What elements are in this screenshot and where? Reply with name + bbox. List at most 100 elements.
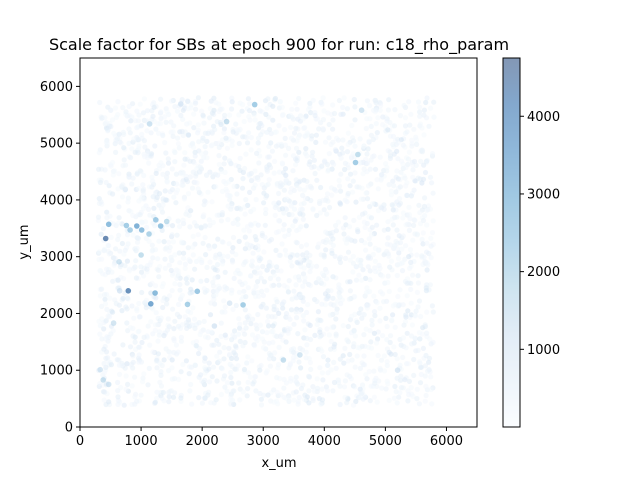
background-point [348,313,355,319]
background-point [301,396,307,403]
background-point [102,369,108,376]
background-point [212,171,218,177]
background-point [160,389,166,396]
background-point [124,232,131,238]
background-point [184,280,190,286]
background-point [386,397,392,403]
background-point [167,349,173,355]
background-point [141,371,147,377]
background-point [258,396,264,402]
background-point [365,183,372,189]
background-point [231,350,237,356]
background-point [415,347,421,353]
background-point [99,256,105,262]
background-point [113,114,119,120]
background-point [304,178,310,184]
background-point [302,279,308,285]
background-point [255,290,261,296]
background-point [311,157,317,163]
background-point [230,306,236,312]
background-point [216,101,222,107]
background-point [416,298,423,304]
background-point [421,107,427,113]
scatter-point [352,159,359,166]
background-point [347,288,353,294]
background-point [417,113,423,119]
background-point [154,194,160,200]
background-point [406,392,412,398]
background-point [181,162,187,168]
background-point [368,157,374,163]
background-point [142,144,148,150]
background-point [304,309,310,316]
background-point [156,274,162,280]
background-point [419,147,425,153]
background-point [390,312,396,318]
background-point [409,322,415,328]
background-point [304,153,310,159]
background-point [170,306,176,312]
background-point [363,372,369,378]
background-point [149,174,155,180]
background-point [129,303,135,309]
background-point [252,175,258,181]
background-point [302,392,308,398]
background-point [377,365,383,372]
x-tick-label: 3000 [247,434,280,449]
x-tick-label: 1000 [125,434,158,449]
background-point [236,112,242,118]
background-point [430,218,436,224]
background-point [367,166,373,172]
background-point [340,353,346,359]
background-point [365,146,371,152]
background-point [385,107,391,113]
background-point [179,292,185,298]
background-point [401,102,407,109]
background-point [261,279,267,285]
background-point [131,315,137,321]
background-point [394,356,400,362]
background-point [159,227,165,233]
background-point [173,200,179,206]
background-point [374,177,380,183]
background-point [376,262,382,268]
background-point [143,224,150,230]
background-point [115,186,121,192]
background-point [323,384,329,390]
background-point [371,394,377,400]
background-point [215,261,221,268]
background-point [288,135,295,141]
background-point [417,104,423,110]
background-point [275,276,281,282]
background-point [242,320,248,326]
background-point [418,371,424,378]
background-point [216,161,222,168]
background-point [222,384,228,390]
background-point [400,142,406,148]
background-point [289,186,295,192]
background-point [282,135,288,141]
background-point [337,200,343,206]
background-point [199,259,205,266]
background-point [153,170,159,176]
background-point [130,212,136,219]
background-point [408,259,414,265]
background-point [367,328,373,334]
background-point [187,158,193,164]
background-point [136,300,142,307]
background-point [301,265,307,271]
background-point [216,153,222,159]
background-point [409,341,415,347]
background-point [367,116,373,122]
background-point [281,283,287,289]
background-point [411,187,417,193]
background-point [222,332,228,338]
background-point [245,96,251,102]
background-point [305,259,311,265]
background-point [316,126,322,132]
background-point [182,156,188,162]
background-point [245,386,251,392]
background-point [152,327,158,333]
background-point [403,164,409,171]
background-point [158,383,165,389]
